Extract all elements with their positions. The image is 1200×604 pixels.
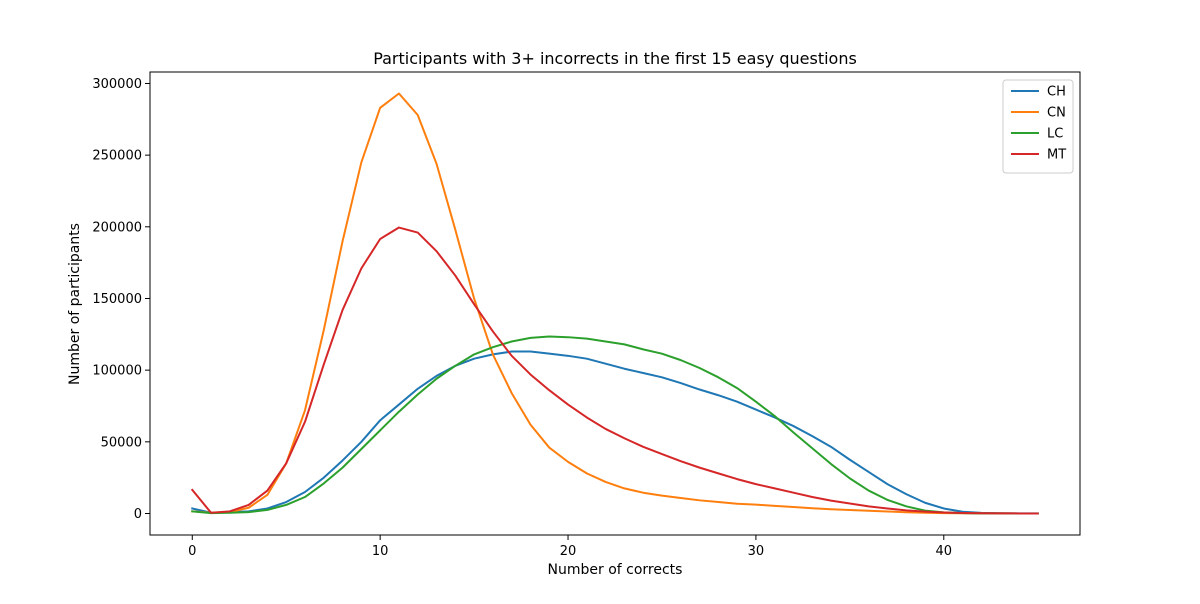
y-axis-label: Number of participants (67, 223, 83, 385)
x-axis: 0 10 20 30 40 (188, 535, 952, 559)
legend-label-lc: LC (1047, 127, 1063, 142)
y-tick-label: 100000 (92, 364, 142, 379)
legend-label-mt: MT (1047, 148, 1066, 163)
y-tick-label: 150000 (92, 292, 142, 307)
series-line-cn (191, 92, 1039, 515)
y-tick-label: 0 (134, 507, 142, 522)
x-axis-label: Number of corrects (548, 562, 683, 578)
y-tick-label: 250000 (92, 149, 142, 164)
x-tick-label: 20 (560, 544, 577, 559)
x-tick-label: 40 (936, 544, 953, 559)
legend-label-ch: CH (1047, 85, 1066, 100)
legend-label-cn: CN (1047, 106, 1066, 121)
x-tick-label: 10 (372, 544, 389, 559)
series-line-ch (191, 350, 1039, 515)
series-line-lc (191, 335, 1039, 515)
y-tick-label: 200000 (92, 220, 142, 235)
series-line-mt (190, 226, 1039, 515)
y-tick-label: 300000 (92, 77, 142, 92)
series-layer (190, 92, 1039, 515)
plot-frame (149, 71, 1081, 536)
y-tick-label: 50000 (101, 435, 142, 450)
x-tick-label: 30 (748, 544, 765, 559)
x-tick-label: 0 (188, 544, 196, 559)
legend: CH CN LC MT (1002, 79, 1074, 174)
legend-box (1002, 79, 1074, 174)
y-axis: 0 50000 100000 150000 200000 250000 300000 (92, 77, 150, 522)
chart-title: Participants with 3+ incorrects in the f… (373, 49, 857, 68)
